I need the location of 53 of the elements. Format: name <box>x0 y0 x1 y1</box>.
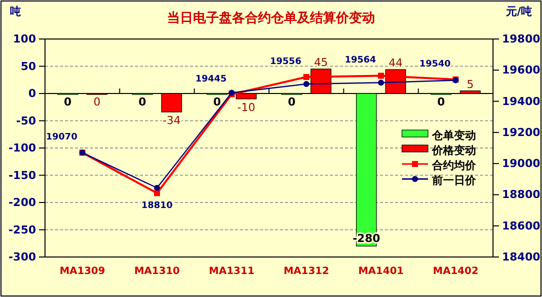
y2-tick-label: 18400 <box>502 250 541 264</box>
y-tick-label: -250 <box>8 223 36 236</box>
data-label: -10 <box>237 100 256 114</box>
data-label: 0 <box>437 96 446 108</box>
data-label: 44 <box>388 56 403 70</box>
x-tick-label: MA1311 <box>208 266 254 277</box>
y-tick-label: -300 <box>8 250 36 264</box>
data-label: 19556 <box>270 56 302 67</box>
legend-label: 前一日价 <box>431 174 477 187</box>
y2-tick-label: 18800 <box>502 188 541 202</box>
y-tick-label: 0 <box>28 87 36 100</box>
legend-label: 合约均价 <box>431 159 477 172</box>
x-tick-label: MA1402 <box>432 266 478 277</box>
point <box>378 72 384 79</box>
data-label: 0 <box>288 96 296 108</box>
x-tick-label: MA1401 <box>358 266 404 277</box>
chart-title: 当日电子盘各合约仓单及结算价变动 <box>167 10 375 26</box>
y-tick-label: -100 <box>8 142 36 155</box>
x-tick-label: MA1310 <box>134 266 180 277</box>
point <box>303 81 310 87</box>
y2-tick-label: 19400 <box>502 94 541 108</box>
data-label: 0 <box>93 96 100 108</box>
y2-tick-label: 19000 <box>502 157 541 170</box>
data-label: 45 <box>314 56 328 69</box>
x-tick-label: MA1312 <box>284 266 330 277</box>
legend-label: 仓单变动 <box>431 129 476 142</box>
point <box>303 74 310 80</box>
data-label: 0 <box>64 96 72 108</box>
point <box>154 184 160 191</box>
point <box>378 80 384 86</box>
y-tick-label: -200 <box>8 196 36 210</box>
x-tick-label: MA1309 <box>60 266 106 277</box>
y-tick-label: 100 <box>13 32 36 46</box>
data-label: 0 <box>213 96 222 108</box>
y-axis-title: 吨 <box>10 5 21 18</box>
y-tick-label: -150 <box>8 168 36 182</box>
point <box>154 190 160 196</box>
y2-tick-label: 19600 <box>502 64 541 77</box>
data-label: 18810 <box>141 201 173 212</box>
data-label: 0 <box>138 96 147 108</box>
y-tick-label: -50 <box>16 114 36 128</box>
y2-tick-label: 18600 <box>502 219 541 232</box>
data-label: 19540 <box>419 59 451 70</box>
data-label: 19445 <box>195 74 227 84</box>
data-label: 19564 <box>344 56 376 66</box>
y2-axis-title: 元/吨 <box>504 5 532 18</box>
data-label: 5 <box>466 78 474 91</box>
y2-tick-label: 19200 <box>502 126 541 139</box>
y2-tick-label: 19800 <box>502 32 541 46</box>
data-label: 19070 <box>46 132 78 143</box>
legend-label: 价格变动 <box>431 144 476 157</box>
data-label: -34 <box>162 114 181 128</box>
y-tick-label: 50 <box>20 60 36 73</box>
